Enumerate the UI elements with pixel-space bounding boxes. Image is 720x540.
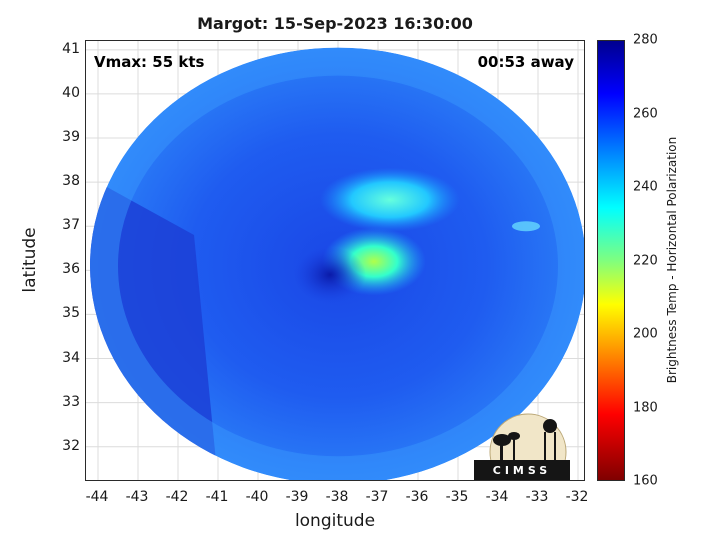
x-tick-label: -38 <box>325 489 349 505</box>
y-tick-label: 37 <box>62 217 80 234</box>
plot-area: Vmax: 55 kts 00:53 away CIMSS <box>85 40 585 481</box>
x-tick-label: -44 <box>85 489 109 505</box>
colorbar <box>597 40 625 481</box>
colorbar-label: Brightness Temp - Horizontal Polarizatio… <box>665 136 679 384</box>
cimss-logo: CIMSS <box>474 413 570 480</box>
storm-eye <box>294 246 366 303</box>
x-tick-label: -32 <box>565 489 589 505</box>
x-tick-label: -39 <box>285 489 309 505</box>
colorbar-tick-label: 260 <box>633 106 658 121</box>
x-tick-label: -34 <box>485 489 509 505</box>
y-tick-label: 41 <box>62 40 80 57</box>
logo-text: CIMSS <box>493 464 551 477</box>
y-tick-label: 33 <box>62 393 80 410</box>
vmax-label: Vmax: 55 kts <box>94 53 205 71</box>
colorbar-tick-label: 240 <box>633 179 658 195</box>
y-tick-label: 40 <box>62 84 80 101</box>
x-tick-label: -40 <box>245 489 269 505</box>
x-tick-label: -37 <box>365 489 389 505</box>
outer-band <box>320 167 460 232</box>
y-tick-label: 32 <box>62 437 80 454</box>
y-axis-label: latitude <box>20 227 40 293</box>
x-tick-label: -42 <box>165 489 189 505</box>
outer-ring <box>90 47 584 480</box>
colorbar-tick-label: 220 <box>633 253 658 268</box>
x-tick-label: -36 <box>405 489 429 505</box>
colorbar-tick-label: 280 <box>633 32 658 48</box>
colorbar-tick-label: 180 <box>633 400 658 415</box>
east-cell <box>512 221 540 232</box>
y-tick-label: 39 <box>62 129 80 146</box>
colorbar-tick-label: 200 <box>633 326 658 342</box>
x-tick-label: -35 <box>445 489 469 505</box>
chart-title: Margot: 15-Sep-2023 16:30:00 <box>197 14 473 33</box>
y-tick-label: 35 <box>62 305 80 322</box>
x-tick-label: -43 <box>125 489 149 505</box>
colorbar-tick-label: 160 <box>633 473 658 489</box>
x-tick-label: -41 <box>205 489 229 505</box>
y-tick-label: 38 <box>62 173 80 190</box>
y-tick-label: 34 <box>62 349 80 366</box>
y-tick-label: 36 <box>62 261 80 278</box>
x-tick-label: -33 <box>525 489 549 505</box>
x-axis-label: longitude <box>294 511 376 531</box>
time-offset-label: 00:53 away <box>477 53 574 71</box>
